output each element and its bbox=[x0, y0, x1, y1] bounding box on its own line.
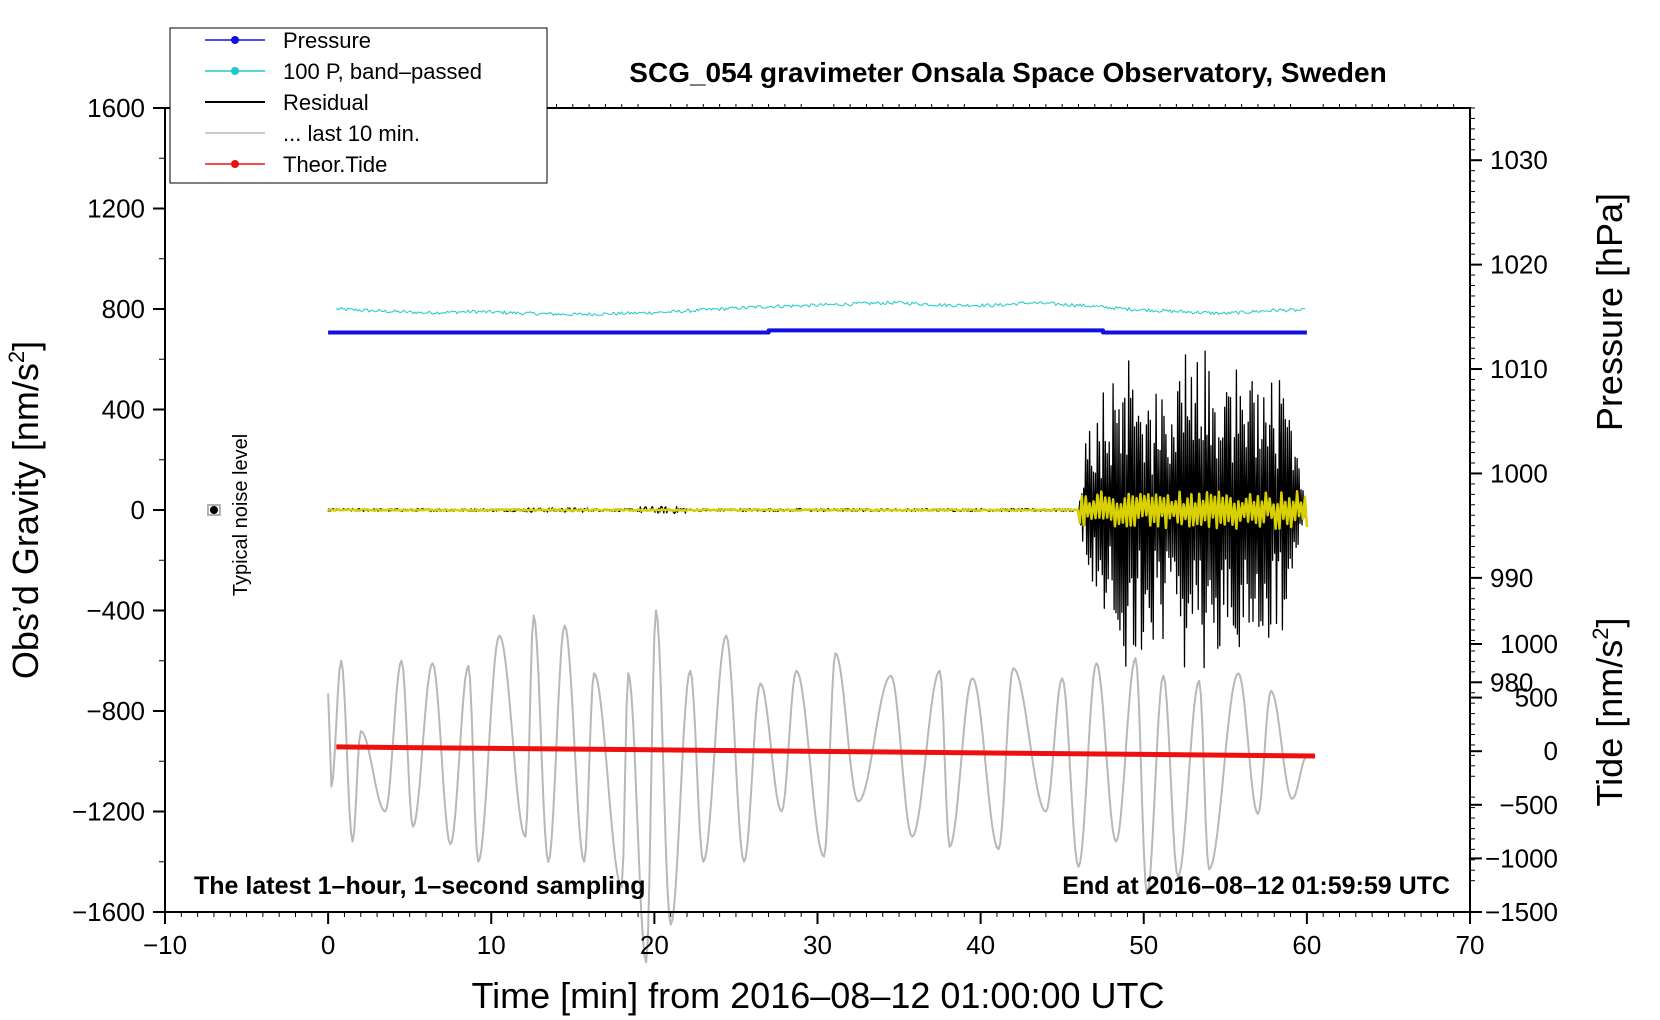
pressure-tick-label: 1010 bbox=[1490, 354, 1548, 384]
tide-tick-label: −1500 bbox=[1485, 897, 1558, 927]
series-layer bbox=[327, 300, 1316, 964]
series-last-10-min bbox=[327, 609, 1307, 964]
pressure-tick-label: 980 bbox=[1490, 667, 1533, 697]
y-left-tick-label: 1600 bbox=[87, 93, 145, 123]
pressure-tick-label: 1020 bbox=[1490, 250, 1548, 280]
y-left-tick-label: −800 bbox=[86, 696, 145, 726]
legend-box bbox=[169, 27, 548, 184]
tide-tick-label: 500 bbox=[1515, 683, 1558, 713]
x-tick-label: 20 bbox=[640, 930, 669, 960]
pressure-tick-label: 1030 bbox=[1490, 145, 1548, 175]
y-left-tick-label: 400 bbox=[102, 395, 145, 425]
legend-marker bbox=[231, 160, 239, 168]
annotation-bottom-left: The latest 1–hour, 1–second sampling bbox=[194, 872, 646, 900]
y-axis-title-pressure: Pressure [hPa] bbox=[1589, 193, 1630, 431]
y-left-tick-label: 800 bbox=[102, 294, 145, 324]
x-tick-label: 10 bbox=[477, 930, 506, 960]
x-axis-title: Time [min] from 2016–08–12 01:00:00 UTC bbox=[471, 975, 1164, 1016]
x-tick-label: 0 bbox=[321, 930, 335, 960]
x-tick-label: 40 bbox=[966, 930, 995, 960]
tide-tick-label: 0 bbox=[1544, 736, 1558, 766]
x-tick-label: 50 bbox=[1129, 930, 1158, 960]
series-theor-tide bbox=[336, 744, 1316, 759]
y-axis-title-left: Obs’d Gravity [nm/s2] bbox=[4, 341, 46, 679]
y-left-tick-label: 1200 bbox=[87, 194, 145, 224]
tide-tick-label: 1000 bbox=[1500, 629, 1558, 659]
legend-label: Pressure bbox=[283, 28, 371, 53]
y-left-tick-label: 0 bbox=[131, 495, 145, 525]
y-axis-title-tide-end: ] bbox=[1589, 618, 1630, 628]
tide-tick-label: −500 bbox=[1499, 790, 1558, 820]
x-tick-label: −10 bbox=[143, 930, 187, 960]
noise-level-marker bbox=[207, 504, 221, 516]
legend-label: 100 P, band–passed bbox=[283, 59, 482, 84]
noise-error-bar bbox=[207, 504, 221, 516]
legend-marker bbox=[231, 36, 239, 44]
y-axis-title-tide-sup: 2 bbox=[1588, 628, 1613, 640]
axes-layer: −10 0 10 20 30 40 50 60 70160012008004000−400−80… bbox=[72, 93, 1558, 960]
series-residual-smoothed bbox=[327, 489, 1309, 531]
legend: Pressure 100 P, band–passed Residual ... la… bbox=[169, 27, 548, 184]
noise-point bbox=[209, 506, 218, 514]
y-axis-title-left-end: ] bbox=[5, 341, 46, 351]
x-tick-label: 60 bbox=[1292, 930, 1321, 960]
annotation-bottom-right: End at 2016–08–12 01:59:59 UTC bbox=[1062, 872, 1450, 900]
pressure-tick-label: 990 bbox=[1490, 563, 1533, 593]
y-left-tick-label: −400 bbox=[86, 596, 145, 626]
noise-level-label: Typical noise level bbox=[230, 434, 252, 596]
tide-tick-label: −1000 bbox=[1485, 843, 1558, 873]
legend-marker bbox=[231, 67, 239, 75]
y-axis-title-left-main: Obs’d Gravity [nm/s bbox=[5, 363, 46, 679]
y-left-tick-label: −1600 bbox=[72, 897, 145, 927]
legend-label: Residual bbox=[283, 90, 369, 115]
y-left-tick-label: −1200 bbox=[72, 797, 145, 827]
series-pressure bbox=[328, 328, 1307, 335]
y-axis-title-tide-main: Tide [nm/s bbox=[1589, 640, 1630, 807]
x-tick-label: 30 bbox=[803, 930, 832, 960]
legend-label: Theor.Tide bbox=[283, 152, 387, 177]
x-tick-label: 70 bbox=[1456, 930, 1485, 960]
pressure-tick-label: 1000 bbox=[1490, 458, 1548, 488]
series-band-passed bbox=[335, 300, 1306, 317]
chart-title: SCG_054 gravimeter Onsala Space Observat… bbox=[629, 57, 1386, 88]
legend-label: ... last 10 min. bbox=[283, 121, 420, 146]
y-axis-title-left-sup: 2 bbox=[4, 351, 29, 363]
y-axis-title-tide: Tide [nm/s2] bbox=[1588, 618, 1630, 807]
